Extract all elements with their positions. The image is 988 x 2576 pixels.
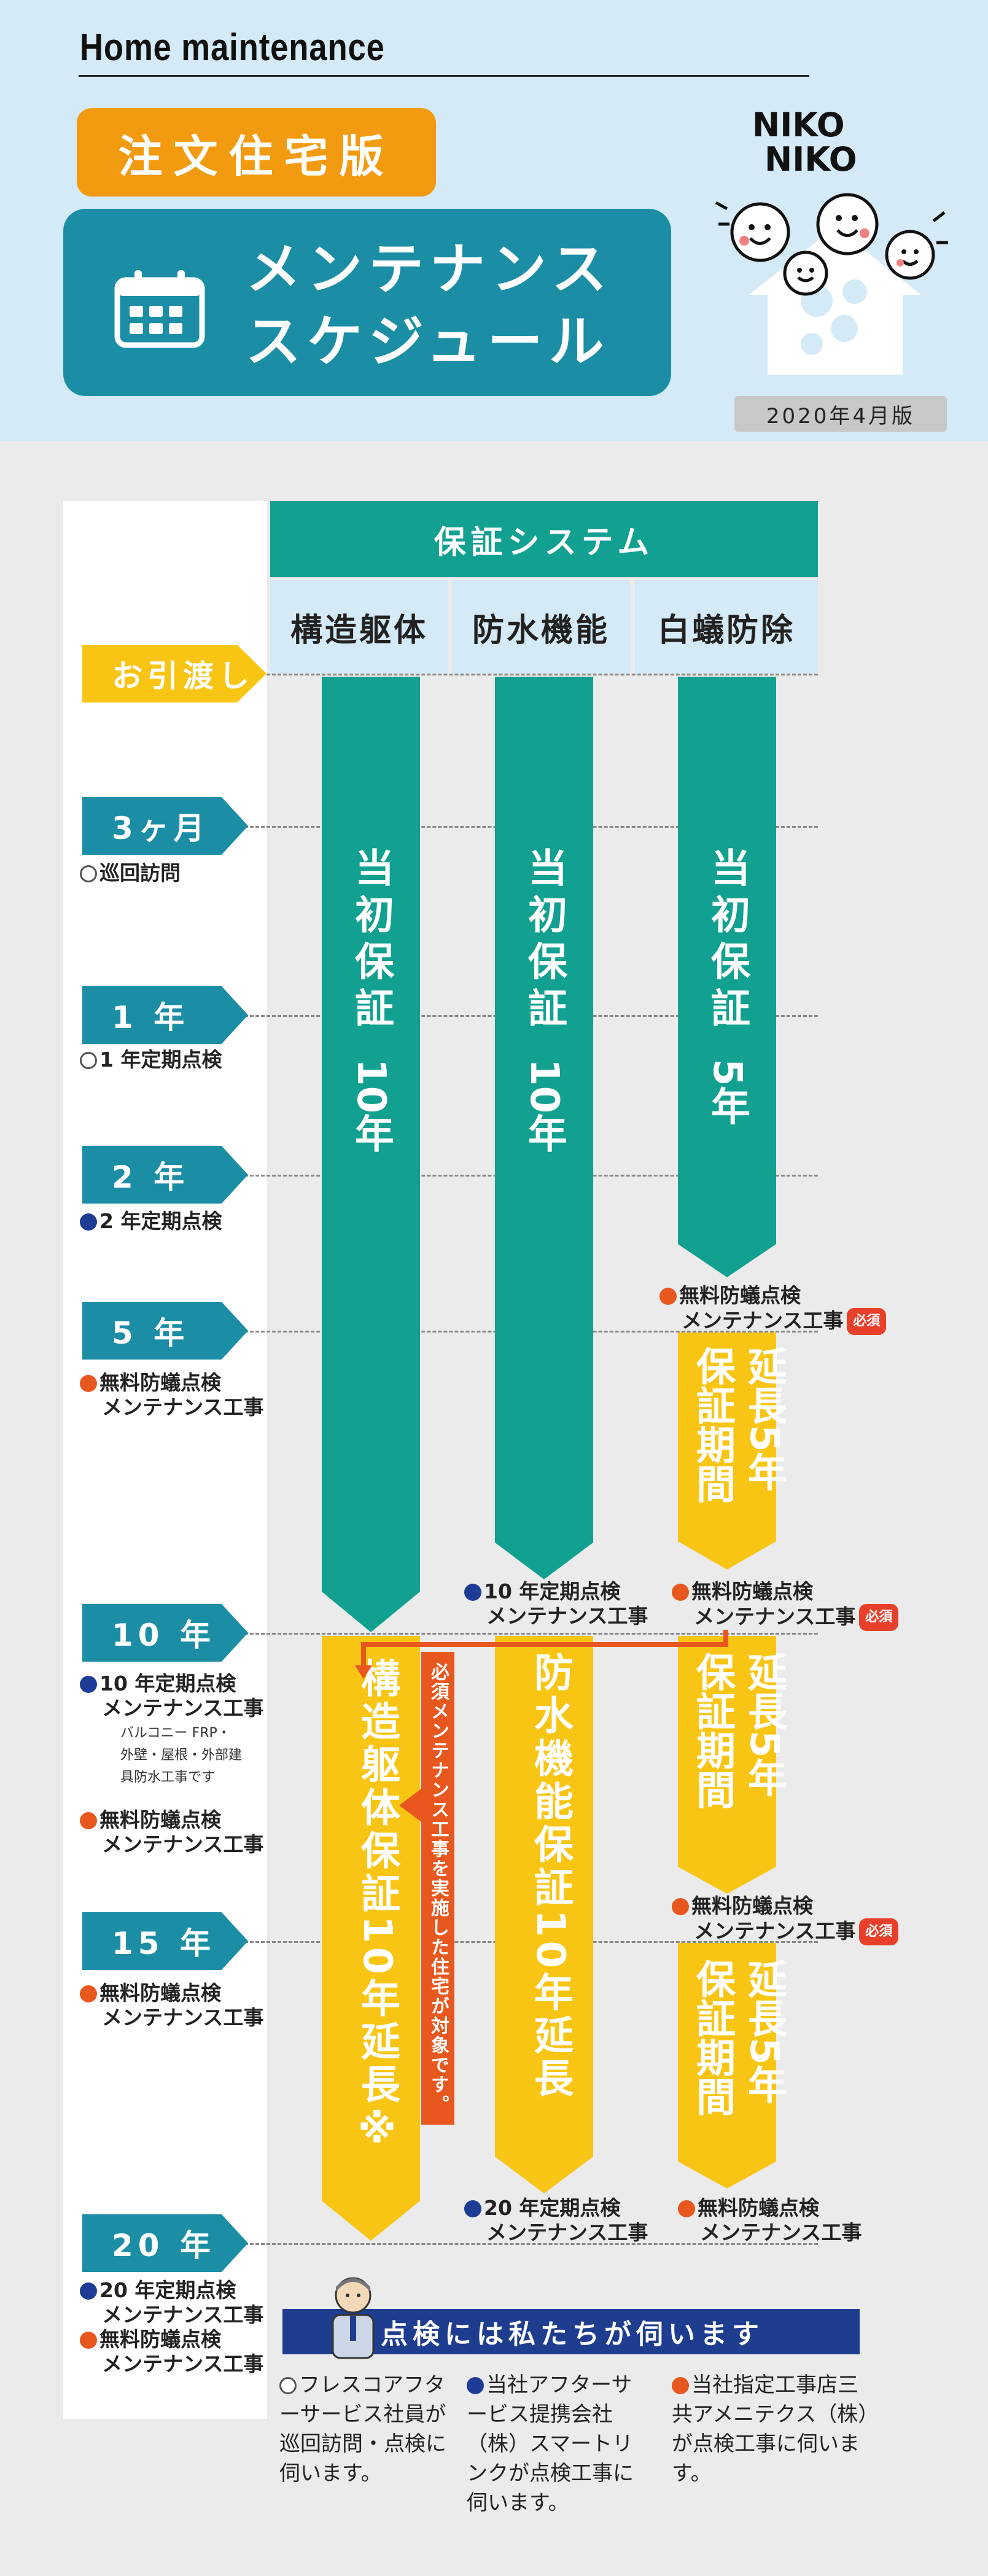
time-10-years: 10 年 [82, 1604, 248, 1662]
orange-dot-icon [672, 2377, 689, 2394]
initial-termite-bar [678, 677, 776, 1277]
title-divider [79, 75, 809, 77]
white-dot-icon [279, 2377, 297, 2394]
logo-text-2: NIKO [764, 140, 857, 179]
white-dot-icon [80, 865, 97, 882]
termite-20y-note: 無料防蟻点検 メンテナンス工事 [678, 2196, 862, 2245]
termite-ext-bar-2 [678, 1636, 776, 1894]
column-waterproof: 防水機能 [452, 580, 630, 674]
time-handover: お引渡し [82, 645, 266, 702]
note-2-years: 2 年定期点検 [80, 1209, 222, 1234]
orange-dot-icon [80, 2332, 97, 2349]
visit-item-aftercare: フレスコアフターサービス社員が巡回訪問・点検に伺います。 [279, 2373, 446, 2486]
waterproof-20y-note: 20 年定期点検 メンテナンス工事 [464, 2196, 648, 2245]
blue-dot-icon [467, 2377, 484, 2394]
termite-ext-text-1: 保証期間 延長5年 [690, 1346, 787, 1503]
white-dot-icon [80, 1052, 97, 1069]
termite-ext-text-3: 保証期間 延長5年 [690, 1959, 787, 2116]
orange-dot-icon [80, 1985, 97, 2002]
note-10-years-termite: 無料防蟻点検 メンテナンス工事 [80, 1808, 263, 1857]
blue-dot-icon [80, 1676, 97, 1693]
time-5-years: 5 年 [82, 1302, 248, 1360]
termite-10y-note: 無料防蟻点検 メンテナンス工事 必須 [672, 1579, 899, 1631]
time-3-months: 3ヶ月 [82, 797, 248, 855]
calendar-icon [114, 270, 205, 348]
warranty-system-header: 保証システム [270, 501, 818, 577]
requirement-note: 必須メンテナンス工事を実施した住宅が対象です。 [421, 1652, 454, 2125]
visit-item-partner: 当社アフターサービス提携会社（株）スマートリンクが点検工事に伺います。 [467, 2373, 634, 2515]
logo-text-1: NIKO [752, 106, 845, 144]
page-title: メンテナンス スケジュール [246, 233, 613, 378]
waterproof-ext-bar [495, 1636, 593, 2193]
niko-niko-logo: NIKO NIKO [715, 106, 948, 375]
termite-ext-bar-3 [678, 1943, 776, 2189]
required-badge: 必須 [859, 1604, 899, 1631]
column-structure: 構造躯体 [270, 580, 448, 674]
note-3-months: 巡回訪問 [80, 861, 181, 885]
visit-banner: 点検には私たちが伺います [282, 2309, 860, 2354]
row-divider [233, 1633, 818, 1635]
required-badge: 必須 [859, 1918, 899, 1945]
note-10-years: 10 年定期点検 メンテナンス工事 [80, 1671, 263, 1721]
blue-dot-icon [80, 1213, 97, 1231]
title-line-1: メンテナンス [246, 237, 613, 302]
orange-dot-icon [659, 1288, 677, 1305]
note-5-years: 無料防蟻点検 メンテナンス工事 [80, 1371, 263, 1420]
visit-item-contractor: 当社指定工事店三共アメニテクス（株）が点検工事に伺います。 [672, 2373, 869, 2486]
blue-dot-icon [464, 2200, 481, 2217]
row-divider [233, 2243, 818, 2245]
note-15-years: 無料防蟻点検 メンテナンス工事 [80, 1981, 263, 2030]
blue-dot-icon [80, 2282, 97, 2300]
staff-avatar-icon [332, 2277, 375, 2359]
structure-ext-text: 構造躯体保証10年延長※ [354, 1658, 400, 2157]
initial-termite-text: 当初保証 5年 [704, 847, 750, 1126]
note-20-years: 20 年定期点検 メンテナンス工事 無料防蟻点検 メンテナンス工事 [80, 2278, 263, 2376]
title-box [63, 209, 671, 396]
termite-15y-note: 無料防蟻点検 メンテナンス工事 必須 [672, 1894, 899, 1945]
termite-ext-bar-1 [678, 1333, 776, 1570]
orange-dot-icon [672, 1584, 689, 1601]
initial-waterproof-text: 当初保証 10年 [521, 847, 567, 1153]
note-1-year: 1 年定期点検 [80, 1048, 222, 1072]
initial-waterproof-bar [495, 677, 593, 1579]
initial-structure-text: 当初保証 10年 [348, 847, 394, 1153]
pointer-arrow-icon [399, 1787, 424, 1824]
edition-badge: 注文住宅版 [77, 108, 436, 197]
orange-dot-icon [672, 1898, 689, 1915]
time-1-year: 1 年 [82, 986, 248, 1044]
time-20-years: 20 年 [82, 2214, 248, 2272]
edition-date: 2020年4月版 [734, 396, 947, 432]
time-2-years: 2 年 [82, 1146, 248, 1204]
title-line-2: スケジュール [246, 309, 610, 374]
required-badge: 必須 [847, 1308, 887, 1335]
column-termite: 白蟻防除 [635, 580, 818, 674]
orange-dot-icon [80, 1812, 97, 1829]
structure-ext-bar [322, 1636, 420, 2241]
timeline-panel [63, 501, 267, 2419]
orange-dot-icon [678, 2200, 695, 2217]
initial-structure-bar [322, 677, 420, 1632]
note-10-years-detail: バルコニー FRP・ 外壁・屋根・外部建 具防水工事です [120, 1726, 243, 1785]
waterproof-10y-note: 10 年定期点検 メンテナンス工事 [464, 1579, 648, 1628]
site-title: Home maintenance [80, 26, 385, 69]
termite-ext-text-2: 保証期間 延長5年 [690, 1652, 787, 1809]
orange-dot-icon [80, 1375, 97, 1392]
termite-5y-note: 無料防蟻点検 メンテナンス工事 必須 [659, 1283, 887, 1335]
row-divider [233, 674, 818, 675]
blue-dot-icon [464, 1584, 481, 1601]
waterproof-ext-text: 防水機能保証10年延長 [527, 1652, 573, 2101]
time-15-years: 15 年 [82, 1912, 248, 1970]
maintenance-connector-arrow [355, 1630, 728, 1679]
